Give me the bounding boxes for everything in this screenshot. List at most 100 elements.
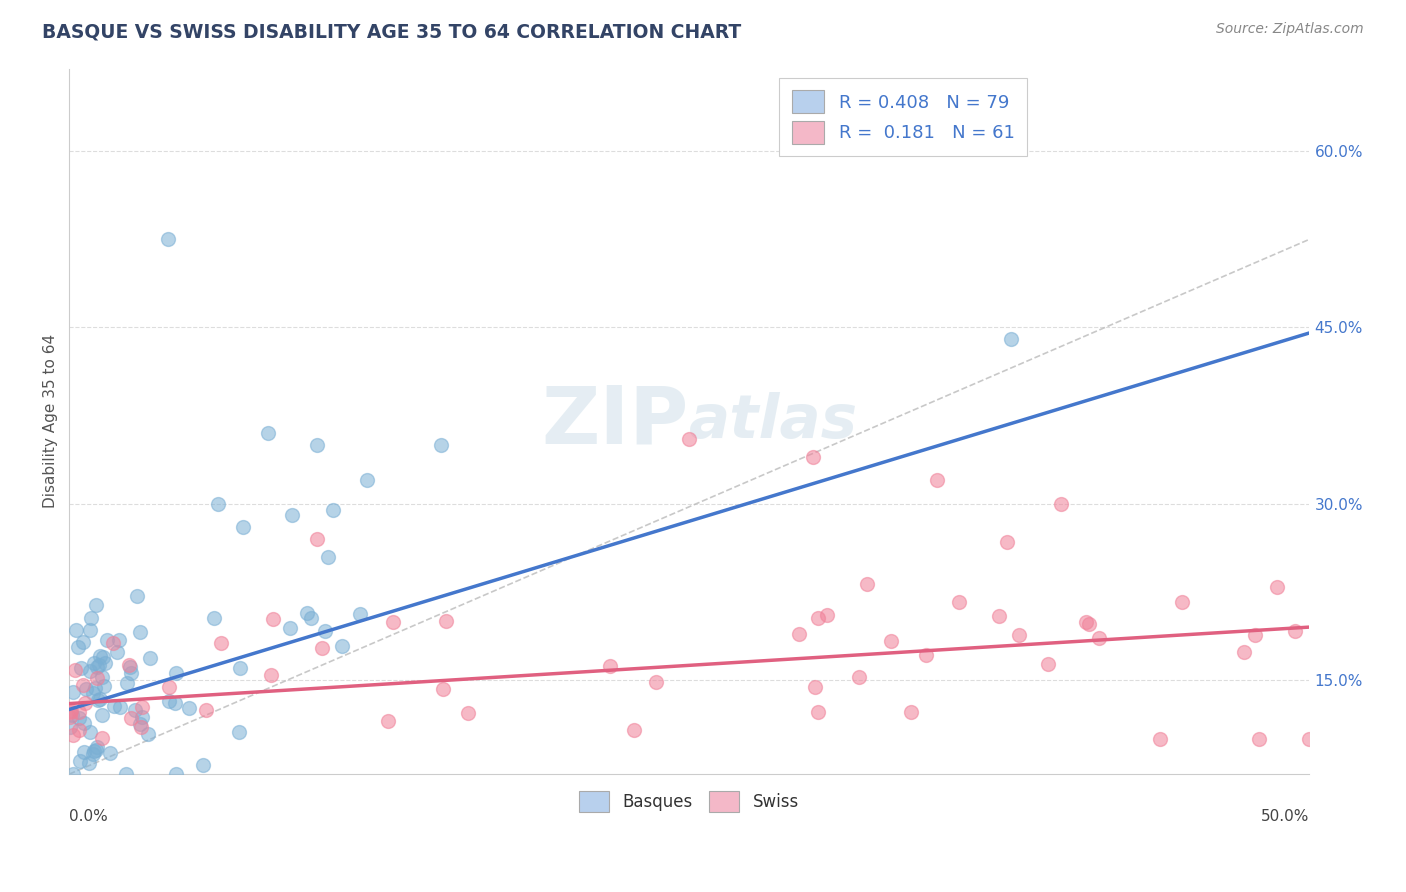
Point [136,727,159,741]
Point [232,520,254,534]
Point [157,232,180,246]
Point [59,705,82,719]
Point [96,632,118,647]
Point [599,659,621,673]
Point [806,705,828,719]
Point [900,706,922,720]
Point [89,691,111,706]
Point [75,681,97,696]
Point [131,700,153,714]
Point [62,728,84,742]
Point [59,720,82,734]
Point [69,711,91,725]
Point [59,710,82,724]
Point [72,634,94,648]
Point [789,626,811,640]
Point [457,706,479,721]
Point [118,660,141,674]
Point [1000,332,1022,346]
Point [1007,628,1029,642]
Point [67,640,90,654]
Point [925,473,948,487]
Point [880,633,903,648]
Point [644,675,666,690]
Point [228,661,250,675]
Point [804,681,827,695]
Point [79,664,101,678]
Point [297,607,319,621]
Point [115,675,138,690]
Point [1284,624,1306,638]
Point [165,767,187,781]
Point [60,705,83,719]
Point [84,599,107,613]
Point [307,532,329,546]
Point [815,608,838,623]
Point [120,711,142,725]
Point [1232,645,1254,659]
Point [120,665,142,680]
Point [83,744,105,758]
Point [67,723,90,737]
Point [1249,731,1271,746]
Point [129,717,152,731]
Point [62,685,84,699]
Point [623,723,645,737]
Point [65,623,87,637]
Point [434,614,457,628]
Point [157,680,180,694]
Point [987,609,1010,624]
Point [262,612,284,626]
Point [228,724,250,739]
Point [430,438,453,452]
Point [281,508,304,523]
Point [129,624,152,639]
Point [91,649,114,664]
Point [307,438,329,452]
Point [948,595,970,609]
Point [314,624,336,638]
Point [377,714,399,728]
Point [124,702,146,716]
Point [103,699,125,714]
Point [322,503,344,517]
Point [91,670,114,684]
Point [82,686,104,700]
Point [67,705,90,719]
Point [678,432,700,446]
Point [915,648,938,662]
Point [194,703,217,717]
Point [139,650,162,665]
Point [79,611,101,625]
Point [432,681,454,696]
Point [1298,731,1320,746]
Point [69,755,91,769]
Point [1088,632,1111,646]
Point [131,710,153,724]
Point [70,661,93,675]
Text: ZIP: ZIP [541,383,689,460]
Point [79,725,101,739]
Point [89,657,111,672]
Point [101,636,124,650]
Point [256,426,278,441]
Point [93,657,115,671]
Point [260,668,283,682]
Point [330,639,353,653]
Point [86,659,108,673]
Point [801,450,824,464]
Legend: Basques, Swiss: Basques, Swiss [572,784,806,819]
Text: Source: ZipAtlas.com: Source: ZipAtlas.com [1216,22,1364,37]
Point [1265,580,1288,594]
Point [166,666,188,681]
Point [60,707,83,722]
Point [1076,615,1098,630]
Point [1077,616,1099,631]
Point [278,621,301,635]
Point [77,756,100,770]
Point [63,664,86,678]
Point [1243,628,1265,642]
Point [115,767,138,781]
Text: BASQUE VS SWISS DISABILITY AGE 35 TO 64 CORRELATION CHART: BASQUE VS SWISS DISABILITY AGE 35 TO 64 … [42,22,741,41]
Point [157,694,180,708]
